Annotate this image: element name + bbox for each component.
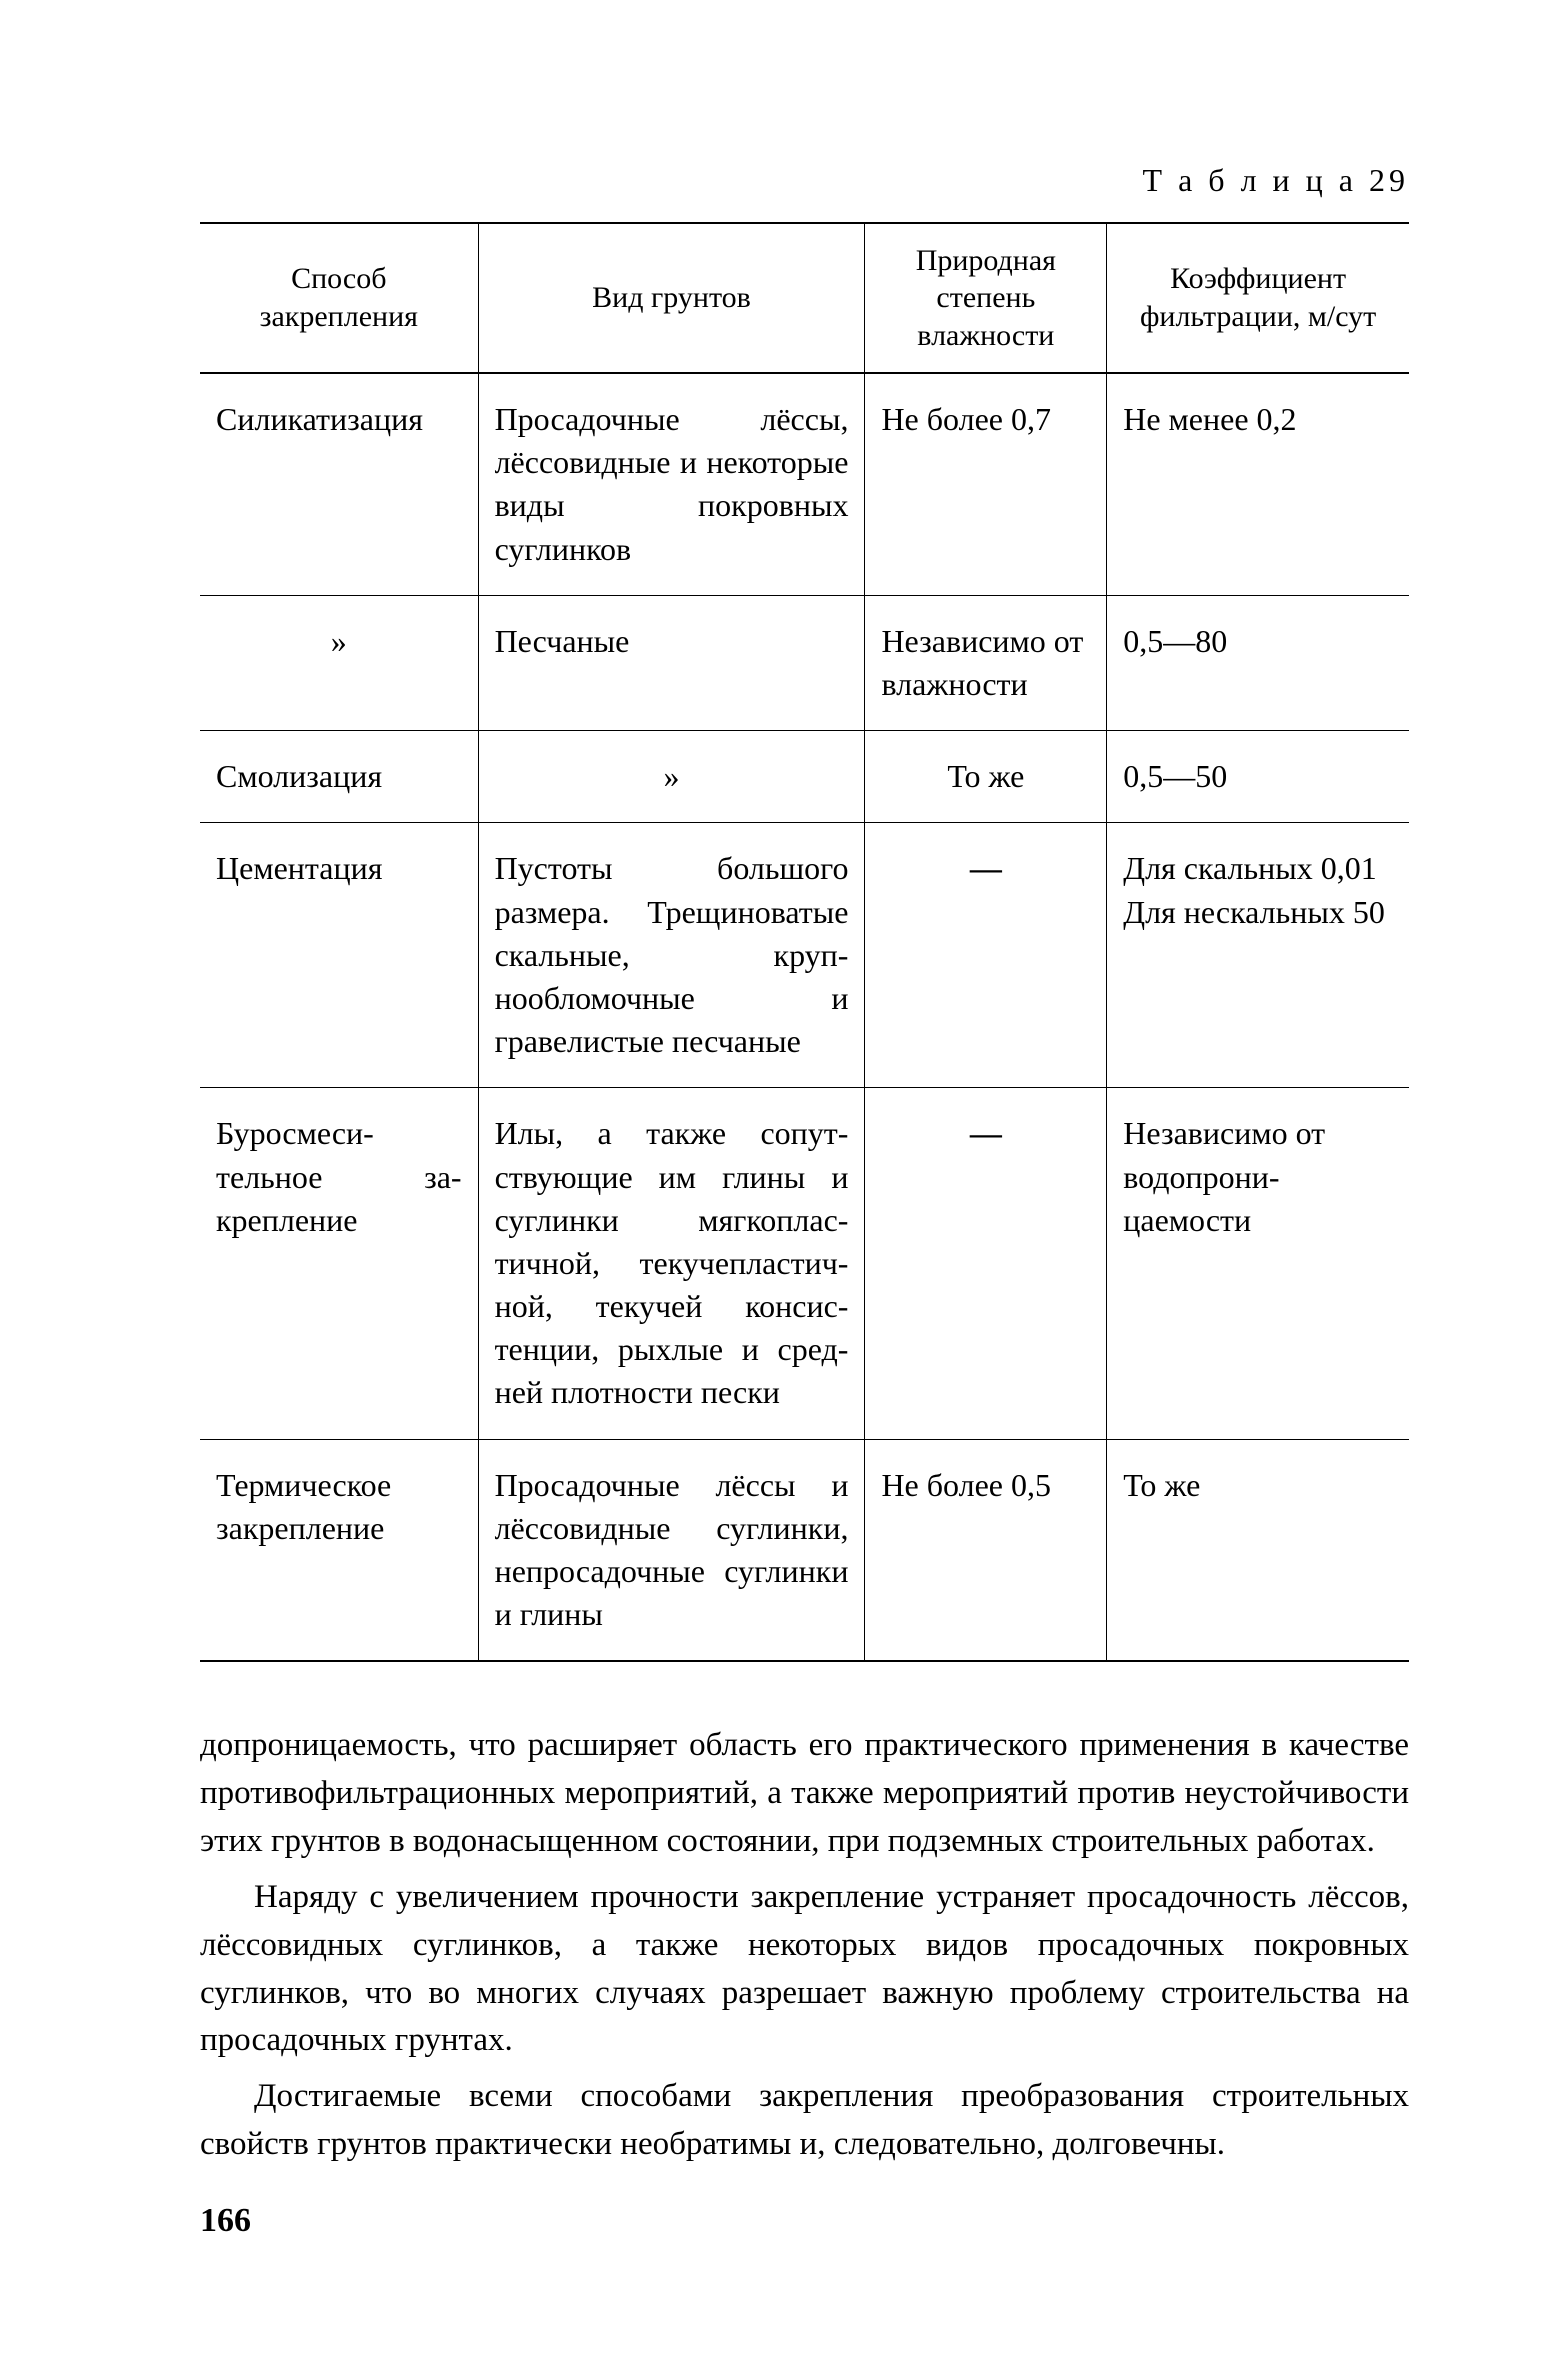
cell-filtration: Не менее 0,2	[1107, 373, 1409, 595]
cell-method: Термическое закрепление	[200, 1439, 478, 1661]
paragraph: Наряду с увеличением прочности закреплен…	[200, 1874, 1409, 2065]
cell-soil: Илы, а также сопут­ствующие им глины и с…	[478, 1088, 865, 1439]
cell-filtration: 0,5—80	[1107, 595, 1409, 730]
table-header-row: Способ закрепления Вид грунтов Природная…	[200, 223, 1409, 374]
cell-moisture: Не более 0,7	[865, 373, 1107, 595]
table-caption: Т а б л и ц а 29	[200, 160, 1409, 202]
cell-moisture: Независимо от влажнос­ти	[865, 595, 1107, 730]
cell-soil: Песчаные	[478, 595, 865, 730]
cell-method: Буросмеси­тельное за­крепление	[200, 1088, 478, 1439]
table-row: Буросмеси­тельное за­крепление Илы, а та…	[200, 1088, 1409, 1439]
cell-filtration: 0,5—50	[1107, 731, 1409, 823]
cell-moisture: Не более 0,5	[865, 1439, 1107, 1661]
cell-soil: Пустоты большого размера. Трещинова­тые …	[478, 823, 865, 1088]
cell-moisture: —	[865, 1088, 1107, 1439]
cell-moisture: То же	[865, 731, 1107, 823]
col-header-soil: Вид грунтов	[478, 223, 865, 374]
cell-soil: Просадочные лёссы и лёссовидные суглин­к…	[478, 1439, 865, 1661]
paragraph: Достигаемые всеми способами закрепления …	[200, 2073, 1409, 2169]
table-row: Цементация Пустоты большого размера. Тре…	[200, 823, 1409, 1088]
data-table: Способ закрепления Вид грунтов Природная…	[200, 222, 1409, 1663]
cell-filtration: Для скальных 0,01Для нескаль­ных 50	[1107, 823, 1409, 1088]
table-row: Термическое закрепление Просадочные лёсс…	[200, 1439, 1409, 1661]
table-row: Смолизация » То же 0,5—50	[200, 731, 1409, 823]
cell-soil: Просадочные лёссы, лёссовидные и неко­то…	[478, 373, 865, 595]
col-header-moisture: Природная степень влажности	[865, 223, 1107, 374]
cell-filtration: То же	[1107, 1439, 1409, 1661]
cell-moisture: —	[865, 823, 1107, 1088]
cell-method: Смолизация	[200, 731, 478, 823]
cell-soil: »	[478, 731, 865, 823]
col-header-method: Способ закрепления	[200, 223, 478, 374]
cell-method: »	[200, 595, 478, 730]
table-row: » Песчаные Независимо от влажнос­ти 0,5—…	[200, 595, 1409, 730]
cell-method: Силикатиза­ция	[200, 373, 478, 595]
paragraph: допроницаемость, что расширяет область е…	[200, 1722, 1409, 1866]
cell-filtration: Независимо от водопрони­цаемости	[1107, 1088, 1409, 1439]
page-number: 166	[200, 2199, 251, 2243]
col-header-filtration: Коэффициент фильтрации, м/сут	[1107, 223, 1409, 374]
table-row: Силикатиза­ция Просадочные лёссы, лёссов…	[200, 373, 1409, 595]
body-text: допроницаемость, что расширяет область е…	[200, 1722, 1409, 2169]
cell-method: Цементация	[200, 823, 478, 1088]
